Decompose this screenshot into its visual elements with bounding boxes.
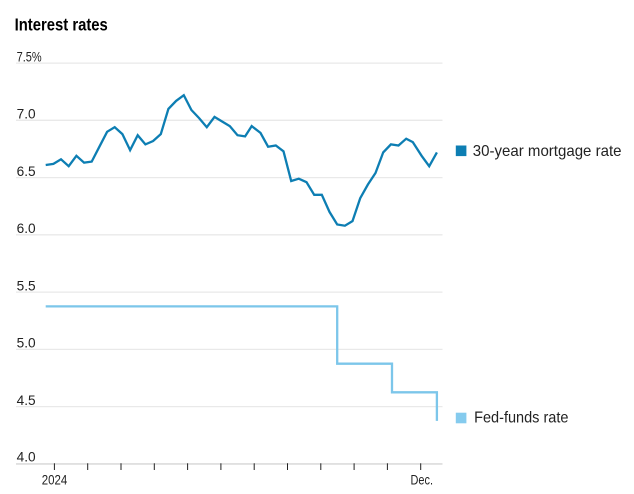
svg-text:Fed-funds rate: Fed-funds rate — [474, 409, 568, 426]
svg-text:7.0: 7.0 — [17, 107, 36, 122]
svg-text:6.5: 6.5 — [17, 164, 36, 179]
svg-text:Interest rates: Interest rates — [15, 15, 108, 35]
svg-text:4.0: 4.0 — [17, 450, 36, 465]
svg-text:7.5%: 7.5% — [17, 49, 42, 64]
svg-text:4.5: 4.5 — [17, 393, 36, 408]
svg-text:5.5: 5.5 — [17, 278, 36, 293]
svg-text:5.0: 5.0 — [17, 336, 36, 351]
svg-text:2024: 2024 — [42, 472, 68, 487]
svg-text:Dec.: Dec. — [411, 472, 434, 487]
svg-text:6.0: 6.0 — [17, 221, 36, 236]
svg-text:30-year mortgage rate: 30-year mortgage rate — [473, 143, 622, 160]
